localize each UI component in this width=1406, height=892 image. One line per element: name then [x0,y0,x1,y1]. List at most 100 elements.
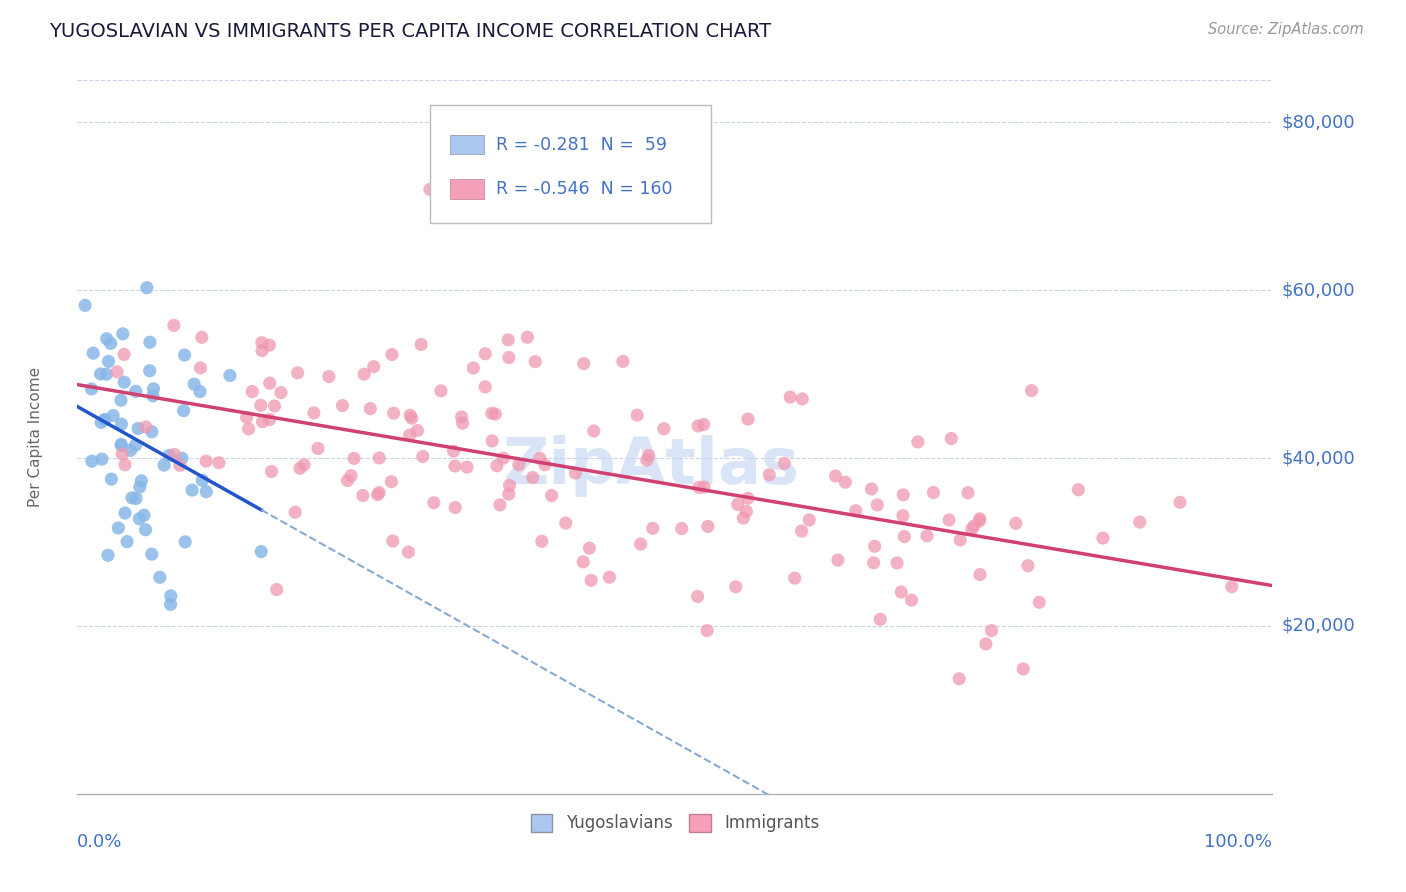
Point [284,505,307,519]
Point [969,512,991,526]
Point [450,409,472,424]
Point [630,537,652,551]
Point [157,448,180,462]
Point [100,472,122,486]
Point [110,439,132,453]
Point [352,488,374,502]
Point [579,574,602,588]
Point [827,553,849,567]
Point [191,330,214,344]
Point [626,408,648,422]
Point [139,335,162,350]
Point [443,444,465,458]
Point [259,338,281,352]
Point [444,458,467,473]
Point [135,420,157,434]
Point [82,346,104,360]
Point [522,470,544,484]
Point [492,451,515,466]
Point [451,416,474,430]
Point [779,390,801,404]
Point [941,432,963,446]
Point [530,534,553,549]
Point [90,416,112,430]
Point [195,454,218,468]
Point [110,437,132,451]
Point [367,487,389,501]
Point [110,417,132,431]
Point [498,487,520,501]
Point [790,524,813,538]
Point [89,367,111,381]
Point [598,570,620,584]
Point [173,403,195,417]
Point [287,366,309,380]
Point [127,421,149,435]
Point [799,513,821,527]
Point [163,448,186,462]
Text: $60,000: $60,000 [1282,281,1355,299]
Point [250,544,273,558]
Point [572,555,595,569]
Point [969,514,991,528]
Point [153,458,176,472]
Point [141,547,163,561]
Point [80,454,103,468]
Point [485,458,508,473]
Point [572,357,595,371]
Point [430,384,453,398]
Point [138,364,160,378]
Point [270,385,292,400]
Point [412,450,434,464]
Point [188,384,211,399]
Point [368,450,391,465]
Point [292,458,315,472]
Point [363,359,385,374]
Text: R = -0.281  N =  59: R = -0.281 N = 59 [496,136,666,153]
FancyBboxPatch shape [430,105,711,223]
Point [112,347,135,361]
Point [489,498,512,512]
Point [481,434,503,448]
Point [862,556,884,570]
Point [1017,558,1039,573]
Point [121,491,143,505]
Point [792,392,814,406]
Point [956,485,979,500]
Point [132,508,155,523]
Point [401,411,423,425]
Point [163,318,186,333]
Point [735,504,758,518]
Point [419,182,441,196]
Point [692,417,714,432]
Point [529,451,551,466]
Point [891,508,914,523]
Point [444,500,467,515]
Point [235,410,257,425]
Point [696,519,718,533]
Point [125,384,148,399]
Point [173,348,195,362]
Point [105,365,128,379]
Point [111,447,134,461]
Point [1004,516,1026,531]
Point [652,422,675,436]
Point [336,474,359,488]
Point [474,380,496,394]
Point [101,409,124,423]
Point [948,672,970,686]
Point [396,545,419,559]
Point [80,382,103,396]
Text: $20,000: $20,000 [1282,617,1355,635]
Point [863,539,886,553]
Point [170,451,193,466]
Point [381,347,404,361]
Text: ZipAtlas: ZipAtlas [502,434,800,497]
Point [190,360,212,375]
Point [302,406,325,420]
Point [135,523,157,537]
Point [423,496,446,510]
Point [174,534,197,549]
Point [688,480,710,494]
Point [693,480,716,494]
